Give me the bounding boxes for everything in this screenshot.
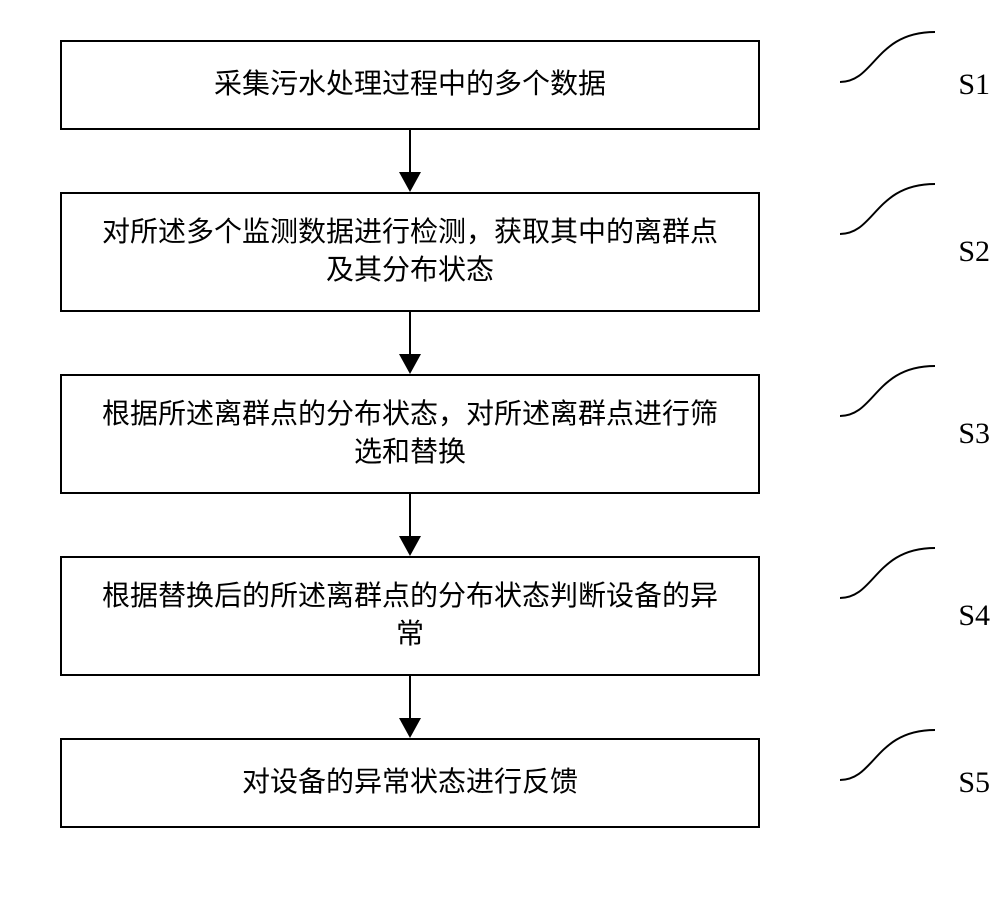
- flow-arrow: [60, 494, 760, 556]
- flow-step-box: 对所述多个监测数据进行检测，获取其中的离群点及其分布状态: [60, 192, 760, 312]
- flow-step-box: 对设备的异常状态进行反馈: [60, 738, 760, 828]
- arrow-down-icon: [395, 676, 425, 738]
- flow-step-box: 根据替换后的所述离群点的分布状态判断设备的异常: [60, 556, 760, 676]
- connector-curve-icon: [835, 174, 955, 244]
- flowchart-container: 采集污水处理过程中的多个数据S1 对所述多个监测数据进行检测，获取其中的离群点及其…: [60, 40, 940, 828]
- flow-step-row: 对所述多个监测数据进行检测，获取其中的离群点及其分布状态S2: [60, 192, 940, 312]
- connector-curve-icon: [835, 356, 955, 426]
- arrow-down-icon: [395, 312, 425, 374]
- arrow-down-icon: [395, 130, 425, 192]
- connector-curve-icon: [835, 538, 955, 608]
- step-label: S5: [958, 766, 990, 800]
- flow-step-row: 对设备的异常状态进行反馈S5: [60, 738, 940, 828]
- step-label: S2: [958, 235, 990, 269]
- connector-curve-icon: [835, 720, 955, 790]
- flow-step-row: 采集污水处理过程中的多个数据S1: [60, 40, 940, 130]
- flow-step-box: 采集污水处理过程中的多个数据: [60, 40, 760, 130]
- step-label: S3: [958, 417, 990, 451]
- flow-arrow: [60, 676, 760, 738]
- step-label: S1: [958, 68, 990, 102]
- flow-arrow: [60, 312, 760, 374]
- connector-curve-icon: [835, 22, 955, 92]
- flow-step-box: 根据所述离群点的分布状态，对所述离群点进行筛选和替换: [60, 374, 760, 494]
- step-label: S4: [958, 599, 990, 633]
- flow-arrow: [60, 130, 760, 192]
- flow-step-row: 根据所述离群点的分布状态，对所述离群点进行筛选和替换S3: [60, 374, 940, 494]
- flow-step-row: 根据替换后的所述离群点的分布状态判断设备的异常S4: [60, 556, 940, 676]
- arrow-down-icon: [395, 494, 425, 556]
